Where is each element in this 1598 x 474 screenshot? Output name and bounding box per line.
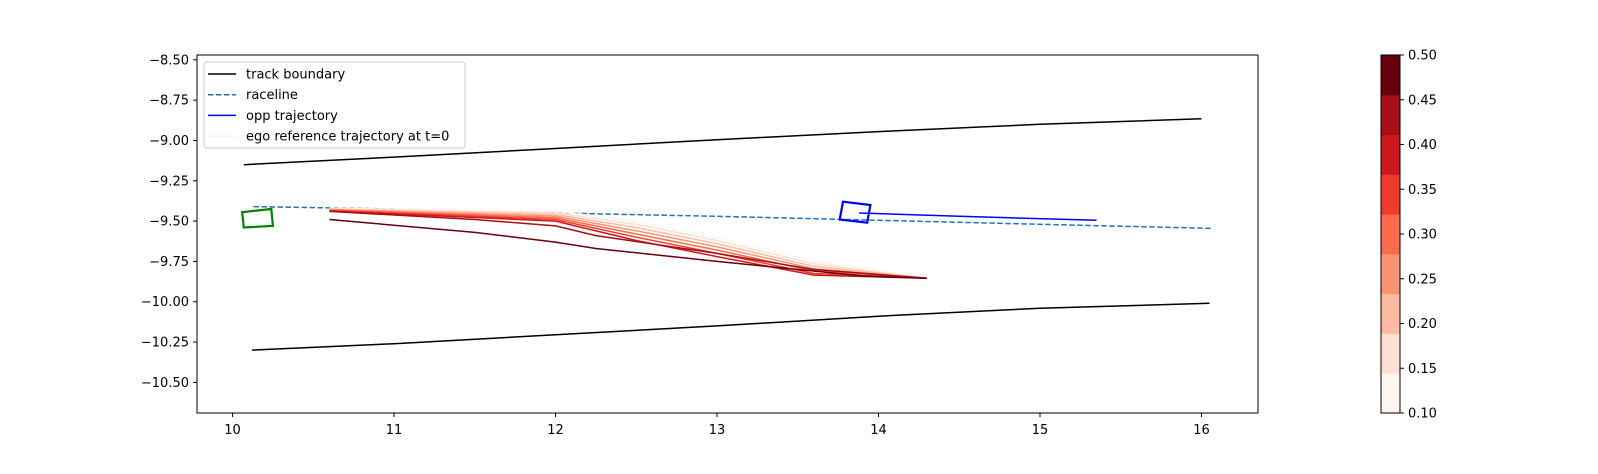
series-line-12 — [329, 218, 927, 280]
ego-vehicle-box — [240, 207, 275, 229]
x-tick-label: 13 — [709, 423, 726, 438]
colorbar-segment — [1381, 293, 1400, 334]
x-tick-label: 14 — [870, 423, 887, 438]
y-tick-label: −8.75 — [149, 94, 189, 109]
x-tick-label: 11 — [386, 423, 403, 438]
colorbar-segment — [1381, 333, 1400, 374]
colorbar: 0.10 0.15 0.20 0.25 0.30 0.35 0.40 0.45 0.50 — [1380, 49, 1437, 422]
colorbar-tick-label: 0.45 — [1408, 93, 1437, 108]
colorbar-tick-label: 0.10 — [1408, 407, 1437, 422]
legend-box — [203, 61, 466, 149]
colorbar-segment — [1381, 253, 1400, 295]
colorbar-tick-label: 0.20 — [1408, 317, 1437, 332]
x-tick-label: 15 — [1032, 423, 1049, 438]
series-line-6 — [329, 208, 927, 280]
series-line-10 — [329, 210, 927, 280]
colorbar-segment — [1381, 55, 1400, 96]
axes-frame — [196, 54, 1259, 414]
opponent-vehicle-box — [838, 200, 872, 224]
colorbar-segment — [1381, 373, 1400, 414]
series-line-5 — [329, 207, 927, 280]
x-tick-label: 12 — [547, 423, 564, 438]
y-tick-label: −10.50 — [141, 376, 189, 391]
colorbar-segment — [1381, 214, 1400, 255]
y-tick-label: −9.25 — [149, 174, 189, 189]
legend: track boundary raceline opp trajectory ego … — [203, 61, 466, 149]
series-line-9 — [329, 209, 927, 280]
colorbar-segment — [1381, 134, 1400, 175]
series-line-0 — [243, 117, 1202, 166]
legend-label: ego reference trajectory at t=0 — [246, 130, 449, 145]
colorbar-segment — [1381, 94, 1400, 136]
x-tick-label: 16 — [1193, 423, 1210, 438]
colorbar-segment — [1381, 174, 1400, 215]
y-tick-label: −10.00 — [141, 295, 189, 310]
series-line-11 — [329, 210, 927, 280]
y-tick-label: −9.50 — [149, 215, 189, 230]
series-group — [243, 117, 1213, 351]
x-tick-label: 10 — [224, 423, 241, 438]
plot-area: 10 11 12 13 14 15 16 −8.50 −8.75 −9.00 −9.25 −9.50 −… — [141, 53, 1259, 438]
colorbar-tick-label: 0.40 — [1408, 138, 1437, 153]
y-tick-label: −9.00 — [149, 134, 189, 149]
legend-label: opp trajectory — [246, 109, 338, 124]
series-line-1 — [251, 302, 1210, 351]
y-tick-label: −8.50 — [149, 53, 189, 68]
colorbar-tick-label: 0.50 — [1408, 49, 1437, 64]
series-line-4 — [329, 207, 928, 280]
colorbar-tick-label: 0.25 — [1408, 272, 1437, 287]
colorbar-tick-label: 0.30 — [1408, 228, 1437, 243]
series-line-3 — [859, 212, 1097, 222]
y-tick-label: −9.75 — [149, 255, 189, 270]
legend-label: track boundary — [246, 68, 345, 83]
colorbar-tick-label: 0.35 — [1408, 183, 1437, 198]
colorbar-tick-label: 0.15 — [1408, 362, 1437, 377]
legend-label: raceline — [246, 88, 298, 103]
y-tick-label: −10.25 — [141, 336, 189, 351]
